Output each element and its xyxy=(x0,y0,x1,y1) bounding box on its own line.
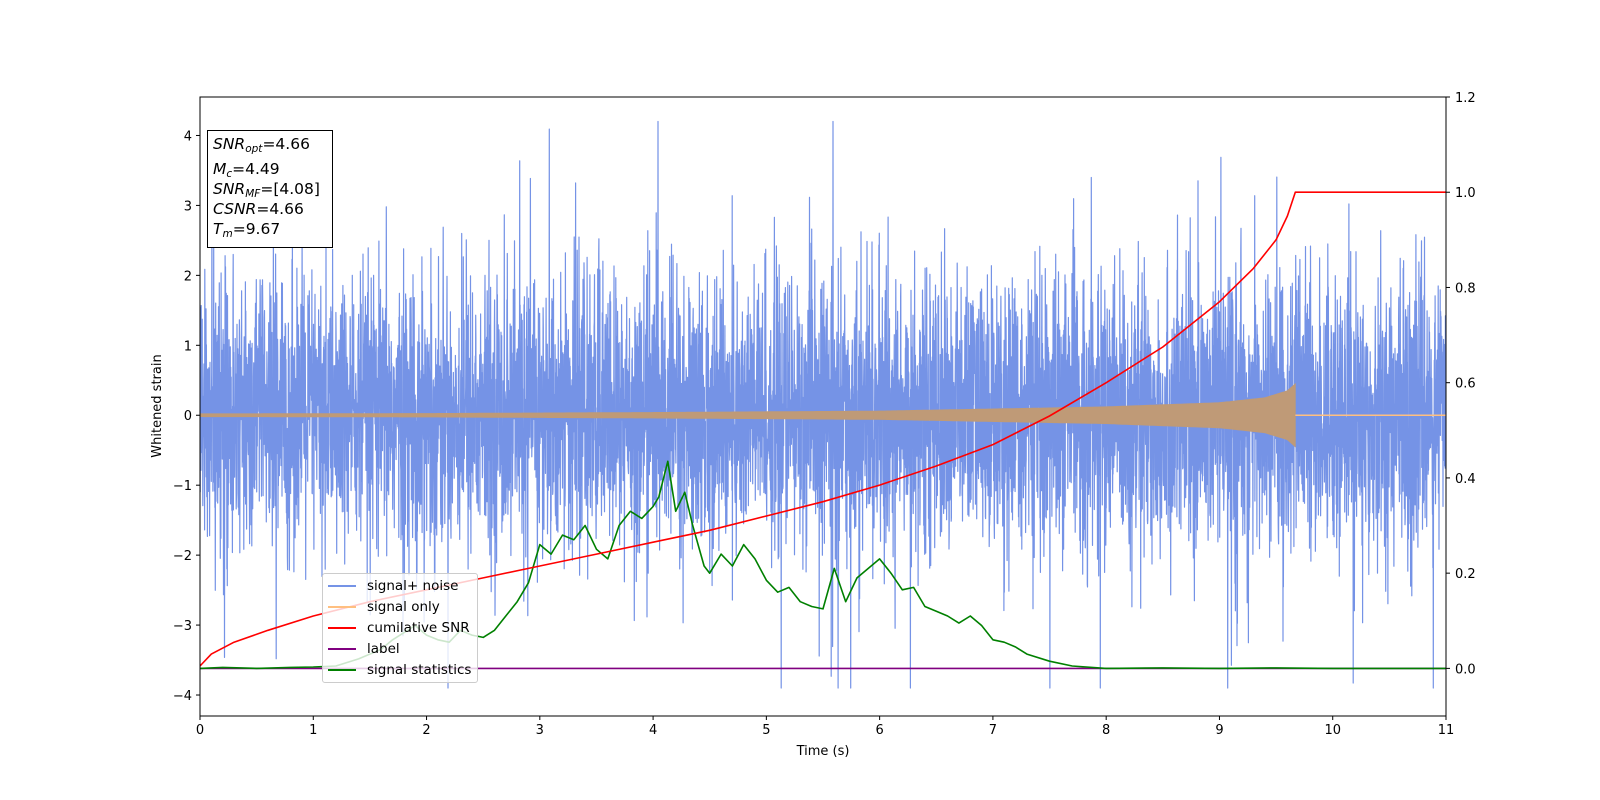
metrics-annotation-box: SNRopt=4.66 Mc=4.49 SNRMF=[4.08] CSNR=4.… xyxy=(207,130,333,248)
axes-layer: 0 1 2 3 4 5 6 7 8 9 10 11 −4 −3 −2 −1 0 1 2 3 4 0.0 0.2 0.4 0.6 0… xyxy=(173,91,1476,738)
x-tick-label: 10 xyxy=(1324,723,1341,738)
x-tick-label: 0 xyxy=(196,723,204,738)
y-left-tick-label: 0 xyxy=(184,409,192,424)
legend-swatch-signal-noise xyxy=(328,585,356,588)
x-tick-label: 6 xyxy=(875,723,883,738)
y-left-tick-label: −4 xyxy=(173,689,192,704)
series-signal-noise xyxy=(200,120,1446,689)
legend: signal+ noise signal only cumilative SNR… xyxy=(322,573,478,683)
x-tick-label: 2 xyxy=(422,723,430,738)
legend-swatch-signal-statistics xyxy=(328,668,356,671)
y-right-tick-label: 0.8 xyxy=(1455,281,1476,296)
legend-entry-signal-noise: signal+ noise xyxy=(328,576,477,597)
x-tick-label: 9 xyxy=(1215,723,1223,738)
x-tick-label: 3 xyxy=(536,723,544,738)
plot-frame xyxy=(199,96,1447,717)
legend-swatch-cumulative-snr xyxy=(328,626,356,629)
x-axis-title: Time (s) xyxy=(796,744,850,759)
y-right-tick-label: 0.4 xyxy=(1455,472,1476,487)
x-tick-label: 8 xyxy=(1102,723,1110,738)
legend-entry-label: label xyxy=(328,638,477,659)
series-signal-only xyxy=(200,382,1296,448)
y-left-tick-label: 1 xyxy=(184,339,192,354)
y-left-tick-label: 3 xyxy=(184,199,192,214)
y-axis-title: Whitened strain xyxy=(150,354,165,457)
csnr-annotation: CSNR=4.66 xyxy=(213,200,304,218)
snr-opt-annotation: SNRopt=4.66 xyxy=(213,135,310,155)
x-tick-label: 7 xyxy=(989,723,997,738)
y-right-tick-label: 0.6 xyxy=(1455,377,1476,392)
x-tick-label: 4 xyxy=(649,723,657,738)
legend-swatch-signal-only xyxy=(328,606,356,609)
snr-mf-annotation: SNRMF=[4.08] xyxy=(213,180,320,200)
legend-swatch-label xyxy=(328,647,356,650)
y-left-tick-label: 4 xyxy=(184,129,192,144)
legend-label-signal-only: signal only xyxy=(367,599,440,616)
legend-label-signal-statistics: signal statistics xyxy=(367,661,472,678)
legend-entry-cumulative-snr: cumilative SNR xyxy=(328,618,477,639)
tm-annotation: Tm=9.67 xyxy=(213,220,281,240)
mc-annotation: Mc=4.49 xyxy=(213,160,280,180)
y-right-tick-label: 1.0 xyxy=(1455,186,1476,201)
y-left-tick-label: 2 xyxy=(184,269,192,284)
y-left-tick-label: −3 xyxy=(173,619,192,634)
legend-entry-signal-statistics: signal statistics xyxy=(328,659,477,680)
x-tick-label: 11 xyxy=(1438,723,1455,738)
y-right-tick-label: 0.0 xyxy=(1455,662,1476,677)
y-left-tick-label: −1 xyxy=(173,479,192,494)
x-tick-label: 5 xyxy=(762,723,770,738)
legend-label-signal-noise: signal+ noise xyxy=(367,578,459,595)
legend-label-label: label xyxy=(367,640,400,657)
y-right-tick-label: 0.2 xyxy=(1455,567,1476,582)
legend-entry-signal-only: signal only xyxy=(328,597,477,618)
legend-label-cumulative-snr: cumilative SNR xyxy=(367,619,470,636)
y-left-tick-label: −2 xyxy=(173,549,192,564)
x-tick-label: 1 xyxy=(309,723,317,738)
y-right-tick-label: 1.2 xyxy=(1455,91,1476,106)
